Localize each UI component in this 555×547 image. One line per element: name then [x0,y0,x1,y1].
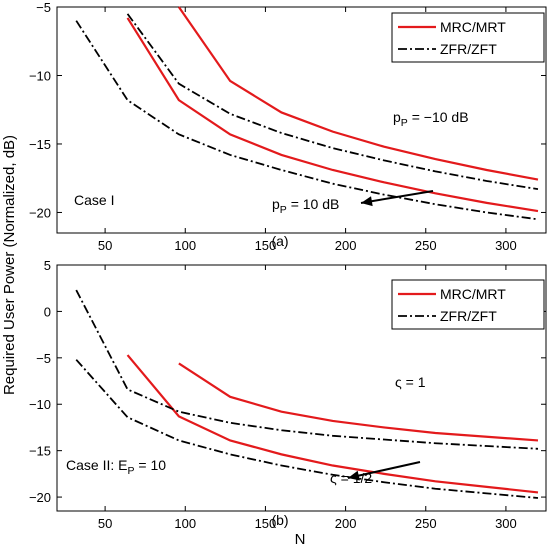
annotation-arrow-shaft [360,190,434,204]
y-tick-label: −15 [29,137,51,152]
series-line-zfr-zft [75,359,539,499]
legend-label: ZFR/ZFT [440,308,497,324]
series-line-mrc-mrt [178,362,539,442]
y-tick-label: −10 [29,68,51,83]
panel-label: (a) [271,233,288,249]
y-tick-label: −20 [29,490,51,505]
x-tick-label: 250 [415,238,437,253]
legend-label: MRC/MRT [440,286,506,302]
series-line-zfr-zft [75,289,539,450]
annotation-arrow-head [361,196,373,207]
series-line-zfr-zft [75,20,539,221]
x-tick-label: 150 [255,238,277,253]
curve-annotation: pP = −10 dB [393,109,469,129]
x-tick-label: 100 [174,516,196,531]
annotation-arrow-head [348,470,360,481]
x-tick-label: 200 [335,238,357,253]
y-tick-label: −5 [36,351,51,366]
x-tick-label: 300 [495,238,517,253]
y-tick-label: −10 [29,397,51,412]
legend-box [391,12,545,63]
y-tick-label: −20 [29,205,51,220]
legend-label: ZFR/ZFT [440,41,497,57]
chart-panel-a: 50 100 150 200 250 300 −5 −10 −15 −20 MRC/MRT ZFR/Z… [29,0,547,253]
case-label: Case I [74,192,114,208]
y-tick-label: −15 [29,444,51,459]
x-tick-label: 100 [174,238,196,253]
series-line-mrc-mrt [126,354,539,494]
series-line-mrc-mrt [126,17,539,213]
y-tick-label: 5 [44,258,51,273]
plot-area-frame [56,6,547,234]
x-axis-label: N [295,531,306,547]
legend-label: MRC/MRT [440,19,506,35]
y-tick-label: 0 [44,304,51,319]
curve-annotation: pP = 10 dB [272,196,339,216]
y-axis-label: Required User Power (Normalized, dB) [1,135,18,395]
plot-area-frame [56,264,547,512]
x-tick-label: 200 [335,516,357,531]
x-tick-label: 150 [255,516,277,531]
curve-annotation: ς = 1 [395,374,426,390]
x-tick-label: 50 [98,238,112,253]
panel-label: (b) [271,512,288,528]
annotation-arrow-shaft [347,461,421,479]
series-line-zfr-zft [126,13,539,191]
chart-panel-b: 50 100 150 200 250 30050−5−10−15−20MRC/MRTZFR… [29,258,547,531]
legend-box [391,279,545,330]
y-tick-label: −5 [36,0,51,15]
case-label: Case II: EP = 10 [66,457,166,477]
x-tick-label: 300 [495,516,517,531]
series-line-mrc-mrt [177,6,539,181]
x-tick-label: 50 [98,516,112,531]
x-tick-label: 250 [415,516,437,531]
